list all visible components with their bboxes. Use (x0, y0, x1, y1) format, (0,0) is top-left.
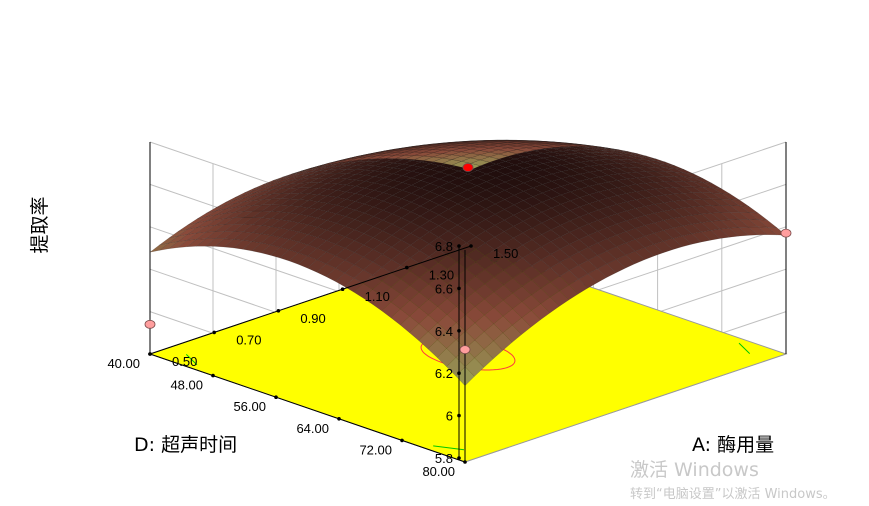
design-points (144, 163, 792, 355)
watermark-title: 激活 Windows (630, 459, 759, 481)
watermark-subtitle: 转到“电脑设置”以激活 Windows。 (630, 487, 836, 502)
x-tick-label: 0.70 (236, 332, 261, 347)
z-tick-label: 6.2 (435, 366, 453, 381)
x-tick-mark (340, 287, 345, 292)
y-tick-mark (337, 417, 341, 421)
y-tick-mark (211, 373, 215, 378)
y-tick-mark (463, 460, 467, 464)
z-tick-mark (457, 329, 461, 333)
z-tick-label: 6.4 (435, 324, 453, 339)
z-tick-mark (457, 456, 461, 460)
z-tick-label: 6 (446, 409, 453, 424)
design-point (462, 163, 474, 172)
z-tick-label: 6.8 (435, 239, 453, 254)
y-tick-label: 48.00 (170, 378, 203, 393)
tick-labels: 5.8 6 6.2 6.4 6.6 6.8 0.50 0.70 0.90 1.10 1.30 1.50… (107, 239, 518, 479)
x-tick-label: 1.30 (429, 268, 454, 283)
y-tick-label: 56.00 (233, 399, 266, 414)
z-tick-mark (457, 286, 461, 291)
x-axis-line (149, 245, 472, 355)
z-tick-mark (457, 413, 461, 418)
y-tick-label: 64.00 (296, 421, 329, 436)
x-tick-label: 0.90 (300, 311, 325, 326)
y-tick-label: 72.00 (359, 442, 392, 457)
x-axis-title: A: 酶用量 (692, 434, 774, 456)
y-tick-label: 80.00 (422, 464, 455, 479)
z-tick-mark (457, 244, 461, 248)
x-tick-mark (469, 244, 473, 248)
z-tick-label: 6.6 (435, 281, 453, 296)
design-point (459, 345, 471, 355)
design-point (780, 228, 792, 238)
response-surface (149, 139, 787, 386)
z-axis-title: 提取率 (29, 196, 51, 253)
y-tick-mark (400, 438, 404, 443)
contour-line (185, 257, 751, 451)
y-tick-label: 40.00 (107, 356, 140, 371)
x-tick-mark (276, 309, 281, 313)
y-tick-mark (148, 352, 152, 356)
x-tick-label: 1.10 (365, 289, 390, 304)
design-point (144, 319, 156, 329)
x-tick-mark (212, 330, 216, 335)
x-tick-mark (405, 265, 409, 270)
plot-frame (149, 142, 787, 463)
x-tick-label: 1.50 (493, 246, 518, 261)
x-tick-label: 0.50 (172, 354, 197, 369)
y-axis-title: D: 超声时间 (134, 434, 237, 456)
z-tick-label: 5.8 (435, 451, 453, 466)
y-tick-mark (274, 395, 278, 400)
y-axis-line (149, 353, 466, 463)
z-tick-mark (457, 371, 461, 376)
